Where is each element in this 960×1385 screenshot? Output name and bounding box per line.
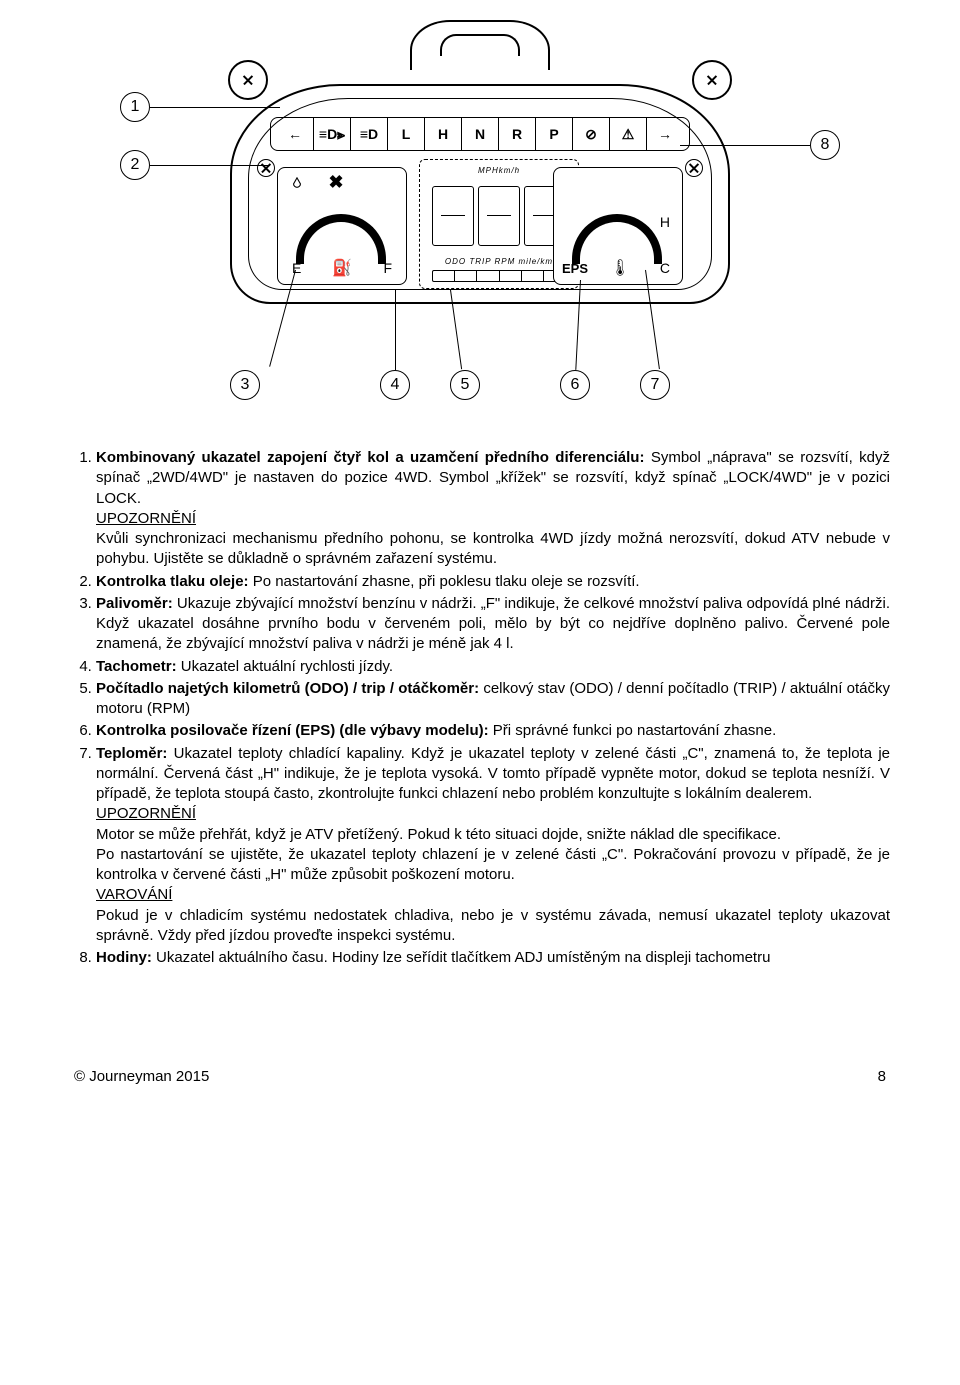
indicator-gear-l: L bbox=[387, 118, 424, 150]
indicator-turn-left-icon: ← bbox=[277, 118, 313, 150]
item-7-lead: Teploměr: bbox=[96, 745, 167, 762]
item-3: Palivoměr: Ukazuje zbývající množství be… bbox=[96, 594, 890, 655]
label-2: 2 bbox=[120, 150, 150, 180]
item-7-text: Ukazatel teploty chladící kapaliny. Když… bbox=[96, 745, 890, 803]
item-8-text: Ukazatel aktuálního času. Hodiny lze seř… bbox=[152, 949, 771, 966]
item-6-lead: Kontrolka posilovače řízení (EPS) (dle v… bbox=[96, 722, 489, 739]
odo-segments bbox=[432, 270, 566, 282]
fuel-gauge: ✖ E ⛽ F bbox=[277, 167, 407, 285]
item-1: Kombinovaný ukazatel zapojení čtyř kol a… bbox=[96, 448, 890, 570]
eps-label: EPS bbox=[562, 261, 588, 276]
digit-1 bbox=[432, 186, 474, 246]
indicator-lowbeam-icon: ≡D bbox=[350, 118, 387, 150]
indicator-highbeam-icon: ≡D⫸ bbox=[313, 118, 350, 150]
page-footer: © Journeyman 2015 8 bbox=[70, 1068, 890, 1085]
item-1-warn-text: Kvůli synchronizaci mechanismu předního … bbox=[96, 530, 890, 567]
footer-copyright: © Journeyman 2015 bbox=[74, 1068, 209, 1085]
cluster-inner: ← ≡D⫸ ≡D L H N R P ⊘ ⚠ → 18:88 bbox=[248, 98, 712, 290]
item-1-lead: Kombinovaný ukazatel zapojení čtyř kol a… bbox=[96, 449, 644, 466]
mount-right bbox=[692, 60, 732, 100]
screw-tl bbox=[257, 159, 275, 177]
indicator-warning-icon: ⚠ bbox=[609, 118, 646, 150]
drivetrain-icon: ✖ bbox=[322, 172, 350, 200]
mount-left bbox=[228, 60, 268, 100]
item-7-warn2-text: Pokud je v chladicím systému nedostatek … bbox=[96, 907, 890, 944]
footer-page-number: 8 bbox=[878, 1068, 886, 1085]
temp-c-label: C bbox=[660, 260, 670, 276]
indicator-turn-right-icon: → bbox=[646, 118, 683, 150]
item-2: Kontrolka tlaku oleje: Po nastartování z… bbox=[96, 572, 890, 592]
item-2-text: Po nastartování zhasne, při poklesu tlak… bbox=[249, 573, 640, 590]
content-list: Kombinovaný ukazatel zapojení čtyř kol a… bbox=[70, 448, 890, 968]
item-6-text: Při správné funkci po nastartování zhasn… bbox=[489, 722, 777, 739]
temp-h-label: H bbox=[660, 214, 670, 230]
item-7-warn1-text: Motor se může přehřát, když je ATV přetí… bbox=[96, 826, 890, 884]
lead-1 bbox=[150, 107, 280, 108]
item-5-lead: Počítadlo najetých kilometrů (ODO) / tri… bbox=[96, 680, 479, 697]
speed-digits bbox=[432, 186, 566, 246]
temp-gauge: EPS 🌡 C H bbox=[553, 167, 683, 285]
label-8: 8 bbox=[810, 130, 840, 160]
digit-2 bbox=[478, 186, 520, 246]
temp-icon: 🌡 bbox=[610, 258, 630, 278]
item-7-warn2-label: VAROVÁNÍ bbox=[96, 886, 172, 903]
label-6: 6 bbox=[560, 370, 590, 400]
item-5: Počítadlo najetých kilometrů (ODO) / tri… bbox=[96, 679, 890, 720]
item-3-text: Ukazuje zbývající množství benzínu v nád… bbox=[96, 595, 890, 653]
label-7: 7 bbox=[640, 370, 670, 400]
page: ← ≡D⫸ ≡D L H N R P ⊘ ⚠ → 18:88 bbox=[0, 0, 960, 1105]
item-1-warn-label: UPOZORNĚNÍ bbox=[96, 510, 196, 527]
fuel-full-label: F bbox=[383, 260, 392, 276]
temp-arc bbox=[572, 214, 662, 264]
item-8-lead: Hodiny: bbox=[96, 949, 152, 966]
screw-tr bbox=[685, 159, 703, 177]
indicator-brake-icon: ⊘ bbox=[572, 118, 609, 150]
item-8: Hodiny: Ukazatel aktuálního času. Hodiny… bbox=[96, 948, 890, 968]
indicator-gear-h: H bbox=[424, 118, 461, 150]
label-4: 4 bbox=[380, 370, 410, 400]
diagram-container: ← ≡D⫸ ≡D L H N R P ⊘ ⚠ → 18:88 bbox=[70, 20, 890, 420]
item-7: Teploměr: Ukazatel teploty chladící kapa… bbox=[96, 744, 890, 947]
oil-drop-icon bbox=[288, 176, 306, 188]
item-7-warn1-label: UPOZORNĚNÍ bbox=[96, 805, 196, 822]
dashboard-diagram: ← ≡D⫸ ≡D L H N R P ⊘ ⚠ → 18:88 bbox=[100, 20, 860, 420]
top-connector-slot bbox=[440, 34, 520, 56]
indicator-gear-p: P bbox=[535, 118, 572, 150]
item-2-lead: Kontrolka tlaku oleje: bbox=[96, 573, 249, 590]
label-3: 3 bbox=[230, 370, 260, 400]
item-4-text: Ukazatel aktuální rychlosti jízdy. bbox=[177, 658, 393, 675]
item-4-lead: Tachometr: bbox=[96, 658, 177, 675]
label-1: 1 bbox=[120, 92, 150, 122]
lead-2 bbox=[150, 165, 270, 166]
item-3-lead: Palivoměr: bbox=[96, 595, 173, 612]
lead-4 bbox=[395, 290, 396, 370]
indicator-gear-r: R bbox=[498, 118, 535, 150]
label-5: 5 bbox=[450, 370, 480, 400]
indicator-gear-n: N bbox=[461, 118, 498, 150]
cluster-body: ← ≡D⫸ ≡D L H N R P ⊘ ⚠ → 18:88 bbox=[230, 84, 730, 304]
fuel-arc bbox=[296, 214, 386, 264]
indicator-row: ← ≡D⫸ ≡D L H N R P ⊘ ⚠ → bbox=[270, 117, 690, 151]
fuel-pump-icon: ⛽ bbox=[332, 258, 352, 278]
lead-8 bbox=[680, 145, 810, 146]
item-4: Tachometr: Ukazatel aktuální rychlosti j… bbox=[96, 657, 890, 677]
item-6: Kontrolka posilovače řízení (EPS) (dle v… bbox=[96, 721, 890, 741]
